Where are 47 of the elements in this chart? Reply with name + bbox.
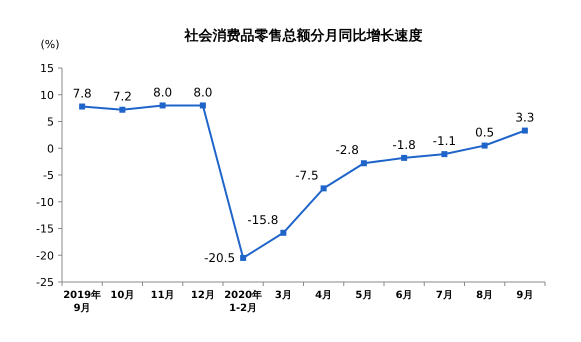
y-axis-title: (%): [40, 38, 60, 51]
point: [320, 185, 327, 192]
y-tick-label: -25: [36, 276, 54, 289]
x-tick-label: 8月: [476, 290, 494, 301]
data-label: 8.0: [153, 85, 172, 100]
data-label: -7.5: [295, 168, 319, 182]
point: [160, 102, 166, 108]
data-label: -1.1: [432, 134, 456, 148]
point: [522, 128, 528, 134]
x-tick-label: 9月: [516, 290, 534, 301]
chart-title: 社会消费品零售总额分月同比增长速度: [184, 27, 422, 44]
y-tick-label: -20: [36, 249, 54, 262]
x-tick-label: 3月: [274, 290, 292, 301]
point: [79, 104, 86, 110]
point: [360, 160, 367, 166]
y-tick-label: 5: [47, 116, 54, 128]
x-tick-label: 7月: [436, 290, 453, 301]
point: [280, 230, 286, 236]
data-label: -1.8: [392, 138, 416, 152]
point: [482, 142, 488, 149]
x-tick-label: 11月: [150, 290, 175, 301]
y-tick-label: -5: [43, 169, 54, 182]
data-label: 3.3: [515, 110, 534, 125]
data-label: 7.2: [112, 90, 132, 104]
x-tick-label: 6月: [396, 290, 413, 301]
x-tick-label: 10月: [110, 290, 134, 301]
y-tick-label: -10: [36, 196, 54, 209]
point: [240, 254, 246, 261]
point: [200, 102, 206, 108]
x-tick-label: 2019年 9月: [63, 289, 102, 314]
point: [401, 154, 408, 161]
y-tick-label: 15: [40, 62, 54, 75]
data-label: 7.8: [72, 86, 92, 101]
x-tick-label: 5月: [355, 290, 372, 301]
x-tick-label: 2020年 1-2月: [224, 289, 262, 314]
y-tick-label: 0: [47, 142, 54, 156]
point: [441, 151, 448, 158]
y-tick-label: -15: [36, 222, 54, 236]
point: [119, 106, 126, 113]
data-label: 0.5: [475, 126, 494, 140]
y-tick-label: 10: [40, 88, 54, 102]
data-label: 8.0: [193, 85, 212, 100]
x-tick-label: 12月: [190, 290, 215, 301]
data-label: -15.8: [247, 212, 278, 227]
data-label: -20.5: [204, 250, 236, 265]
x-tick-label: 4月: [315, 290, 332, 301]
data-label: -2.8: [335, 143, 359, 158]
